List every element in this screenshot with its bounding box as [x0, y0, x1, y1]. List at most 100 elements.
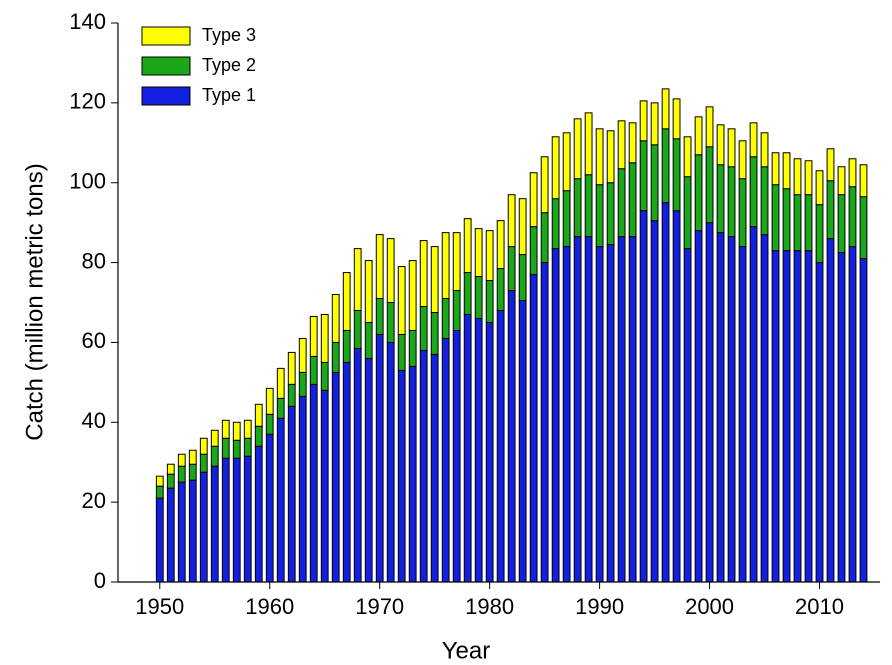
bar-segment — [749, 156, 758, 228]
bar-segment — [496, 309, 505, 583]
bar-segment — [452, 232, 461, 292]
legend-swatch — [141, 86, 191, 106]
bar-segment — [320, 313, 329, 363]
bar-segment — [254, 425, 263, 447]
bar-segment — [606, 182, 615, 246]
x-tick-label: 1980 — [465, 594, 514, 619]
bar-segment — [320, 389, 329, 583]
bar-segment — [771, 152, 780, 186]
bar-segment — [573, 236, 582, 583]
x-tick-label: 2000 — [685, 594, 734, 619]
bar-segment — [342, 329, 351, 363]
legend-label: Type 3 — [202, 25, 256, 45]
bar-segment — [232, 457, 241, 583]
bar-segment — [463, 272, 472, 315]
bar-segment — [705, 106, 714, 148]
bar-segment — [518, 254, 527, 302]
bar-segment — [650, 144, 659, 222]
x-tick-label: 1950 — [135, 594, 184, 619]
bar-segment — [793, 194, 802, 252]
bar-segment — [859, 196, 868, 260]
bar-segment — [485, 230, 494, 282]
y-axis-label: Catch (million metric tons) — [21, 163, 48, 440]
bar-segment — [254, 445, 263, 583]
bar-segment — [595, 184, 604, 248]
bar-segment — [562, 246, 571, 583]
bar-segment — [210, 445, 219, 467]
bar-segment — [837, 166, 846, 196]
bar-segment — [661, 202, 670, 583]
bar-segment — [760, 166, 769, 236]
bar-segment — [815, 204, 824, 264]
bar-segment — [507, 194, 516, 248]
bar-segment — [628, 122, 637, 164]
bar-segment — [397, 369, 406, 583]
bar-segment — [265, 433, 274, 583]
bar-segment — [243, 437, 252, 457]
bar-segment — [265, 387, 274, 415]
y-tick-label: 80 — [82, 248, 106, 273]
bar-segment — [584, 174, 593, 238]
bar-segment — [804, 250, 813, 583]
bar-segment — [815, 262, 824, 583]
bar-segment — [650, 220, 659, 583]
bar-segment — [804, 194, 813, 252]
bar-segment — [397, 333, 406, 371]
bar-segment — [331, 294, 340, 343]
bar-segment — [199, 471, 208, 583]
bar-segment — [683, 136, 692, 178]
y-tick-label: 60 — [82, 328, 106, 353]
legend-label: Type 1 — [202, 85, 256, 105]
bar-segment — [738, 140, 747, 180]
bar-segment — [507, 246, 516, 292]
bar-segment — [496, 268, 505, 311]
y-tick-label: 40 — [82, 408, 106, 433]
bar-segment — [617, 168, 626, 238]
bar-segment — [210, 465, 219, 583]
bar-segment — [452, 329, 461, 583]
bar-segment — [430, 311, 439, 355]
bar-segment — [386, 341, 395, 583]
bar-segment — [848, 186, 857, 248]
bar-segment — [375, 298, 384, 335]
bar-segment — [188, 479, 197, 583]
bar-segment — [826, 180, 835, 240]
bar-segment — [298, 371, 307, 397]
bar-segment — [595, 246, 604, 583]
bar-segment — [815, 170, 824, 206]
bar-segment — [232, 439, 241, 459]
y-tick-label: 140 — [69, 9, 106, 34]
bar-segment — [672, 98, 681, 140]
bar-segment — [694, 230, 703, 583]
bar-segment — [716, 232, 725, 583]
bar-segment — [276, 367, 285, 399]
bar-segment — [298, 337, 307, 373]
bar-segment — [353, 248, 362, 311]
bar-segment — [210, 429, 219, 447]
bar-segment — [155, 475, 164, 487]
bar-segment — [529, 172, 538, 228]
bar-segment — [430, 246, 439, 313]
bar-segment — [529, 226, 538, 276]
bar-segment — [782, 152, 791, 190]
bar-segment — [573, 118, 582, 180]
bar-segment — [441, 232, 450, 300]
bar-segment — [441, 337, 450, 583]
bar-segment — [694, 154, 703, 232]
bar-segment — [518, 300, 527, 583]
bar-segment — [166, 463, 175, 475]
bar-segment — [606, 244, 615, 583]
bar-segment — [507, 290, 516, 583]
bar-segment — [760, 132, 769, 168]
bar-segment — [166, 487, 175, 583]
bar-segment — [243, 455, 252, 583]
bar-segment — [188, 449, 197, 465]
bar-segment — [419, 349, 428, 583]
bar-segment — [177, 481, 186, 583]
bar-segment — [463, 313, 472, 583]
bar-segment — [771, 184, 780, 252]
bar-segment — [551, 248, 560, 583]
x-axis-label: Year — [442, 637, 491, 664]
bar-segment — [705, 222, 714, 583]
bar-segment — [254, 403, 263, 427]
